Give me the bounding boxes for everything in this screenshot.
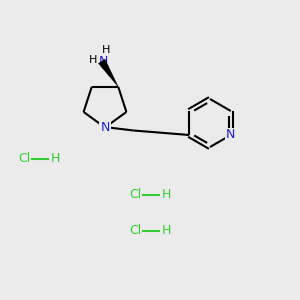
Text: H: H — [101, 45, 110, 55]
Text: H: H — [161, 188, 171, 202]
Text: Cl: Cl — [18, 152, 30, 166]
Text: H: H — [88, 55, 97, 65]
Text: H: H — [161, 224, 171, 238]
Text: H: H — [50, 152, 60, 166]
Text: Cl: Cl — [129, 188, 141, 202]
Text: Cl: Cl — [129, 224, 141, 238]
Polygon shape — [98, 59, 118, 87]
Text: N: N — [98, 55, 108, 68]
Text: N: N — [226, 128, 236, 142]
Text: N: N — [100, 121, 110, 134]
